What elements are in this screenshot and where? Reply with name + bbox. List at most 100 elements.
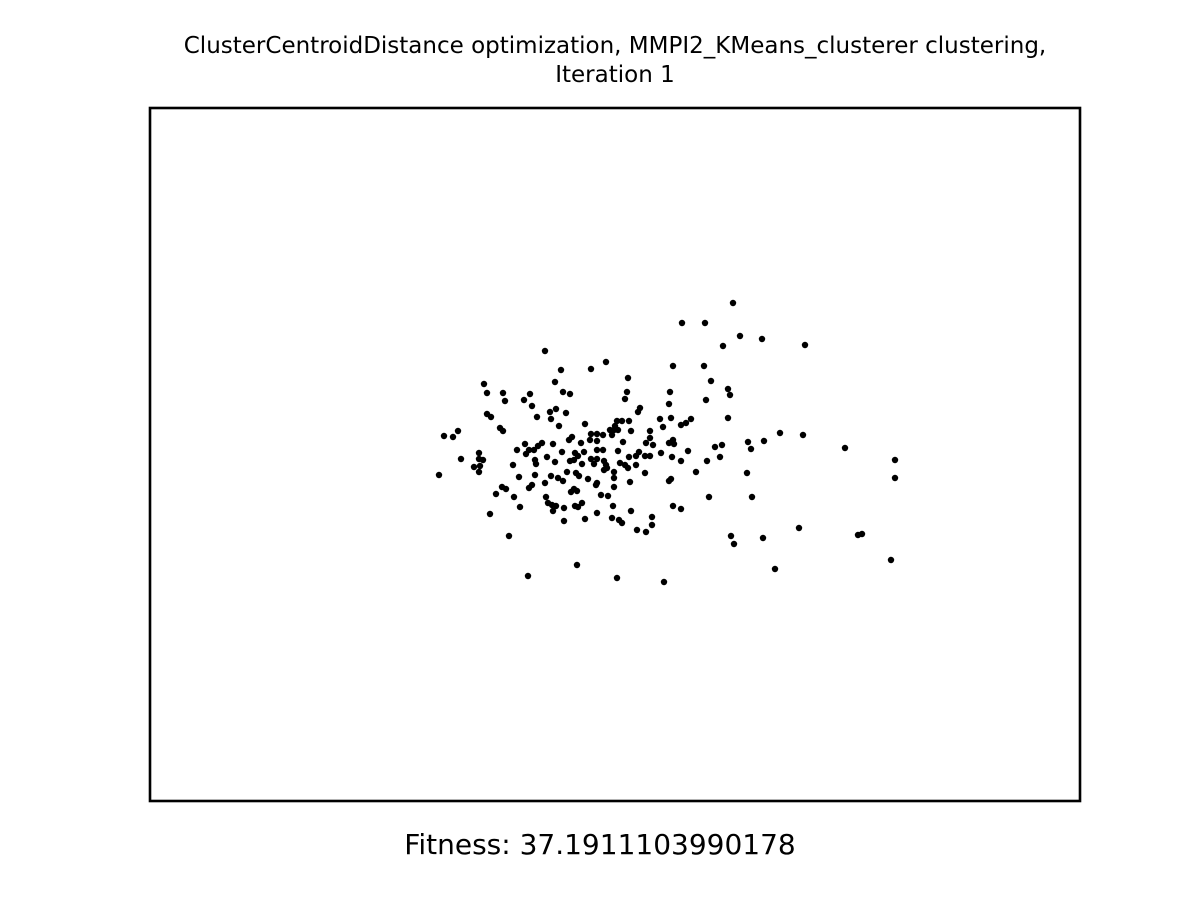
scatter-point-62: [440, 432, 448, 440]
scatter-point-83: [649, 441, 657, 449]
scatter-point-184: [574, 503, 582, 511]
scatter-point-161: [593, 479, 601, 487]
scatter-point-6: [719, 342, 727, 350]
scatter-point-125: [703, 457, 711, 465]
scatter-point-134: [616, 459, 624, 467]
scatter-point-31: [665, 400, 673, 408]
scatter-point-2: [701, 319, 709, 327]
scatter-point-28: [621, 395, 629, 403]
scatter-point-117: [479, 456, 487, 464]
scatter-point-25: [726, 391, 734, 399]
scatter-point-160: [559, 477, 567, 485]
scatter-point-204: [727, 532, 735, 540]
scatter-point-107: [543, 453, 551, 461]
scatter-point-14: [551, 378, 559, 386]
scatter-point-55: [659, 423, 667, 431]
scatter-point-76: [799, 431, 807, 439]
scatter-point-130: [532, 460, 540, 468]
scatter-point-103: [641, 452, 649, 460]
scatter-point-190: [549, 507, 557, 515]
scatter-point-92: [475, 449, 483, 457]
scatter-point-174: [597, 491, 605, 499]
scatter-point-159: [541, 479, 549, 487]
scatter-point-128: [476, 462, 484, 470]
scatter-point-129: [509, 461, 517, 469]
scatter-point-44: [687, 415, 695, 423]
scatter-point-176: [705, 493, 713, 501]
scatter-point-45: [682, 419, 690, 427]
fitness-label: Fitness: 37.1911103990178: [404, 828, 796, 861]
scatter-point-124: [677, 457, 685, 465]
scatter-point-87: [760, 437, 768, 445]
scatter-point-68: [565, 436, 573, 444]
scatter-point-126: [891, 456, 899, 464]
scatter-point-127: [470, 463, 478, 471]
scatter-point-153: [584, 475, 592, 483]
scatter-point-5: [801, 341, 809, 349]
scatter-point-136: [632, 461, 640, 469]
scatter-point-206: [759, 534, 767, 542]
scatter-point-42: [656, 415, 664, 423]
scatter-point-39: [547, 415, 555, 423]
scatter-point-29: [702, 396, 710, 404]
scatter-point-209: [573, 561, 581, 569]
scatter-point-112: [646, 452, 654, 460]
scatter-point-20: [559, 388, 567, 396]
scatter-point-154: [610, 474, 618, 482]
scatter-point-171: [510, 493, 518, 501]
scatter-point-96: [558, 448, 566, 456]
scatter-point-175: [604, 492, 612, 500]
scatter-point-131: [578, 460, 586, 468]
scatter-point-34: [487, 413, 495, 421]
scatter-point-26: [501, 397, 509, 405]
scatter-point-40: [634, 408, 642, 416]
scatter-point-119: [551, 458, 559, 466]
scatter-point-182: [560, 504, 568, 512]
scatter-point-121: [570, 456, 578, 464]
scatter-point-50: [499, 427, 507, 435]
scatter-point-196: [560, 517, 568, 525]
scatter-point-13: [624, 374, 632, 382]
scatter-point-1: [678, 319, 686, 327]
scatter-point-86: [744, 438, 752, 446]
scatter-point-66: [593, 430, 601, 438]
scatter-point-98: [580, 448, 588, 456]
scatter-point-157: [667, 475, 675, 483]
scatter-point-100: [599, 446, 607, 454]
scatter-point-108: [574, 452, 582, 460]
scatter-point-61: [646, 427, 654, 435]
scatter-point-0: [729, 299, 737, 307]
scatter-point-201: [642, 528, 650, 536]
scatter-point-82: [642, 439, 650, 447]
scatter-point-93: [513, 446, 521, 454]
scatter-point-7: [541, 347, 549, 355]
scatter-point-60: [627, 427, 635, 435]
scatter-point-163: [626, 478, 634, 486]
scatter-point-143: [624, 464, 632, 472]
scatter-point-56: [454, 427, 462, 435]
scatter-point-51: [555, 422, 563, 430]
scatter-point-165: [502, 485, 510, 493]
scatter-point-106: [522, 450, 530, 458]
scatter-point-211: [887, 556, 895, 564]
scatter-point-36: [546, 408, 554, 416]
scatter-point-200: [633, 526, 641, 534]
scatter-point-187: [627, 507, 635, 515]
scatter-point-177: [748, 493, 756, 501]
scatter-point-213: [613, 574, 621, 582]
scatter-point-104: [657, 449, 665, 457]
scatter-point-47: [618, 417, 626, 425]
scatter-point-38: [562, 409, 570, 417]
scatter-point-122: [587, 455, 595, 463]
scatter-point-145: [692, 468, 700, 476]
scatter-point-41: [724, 414, 732, 422]
scatter-point-210: [771, 565, 779, 573]
scatter-point-85: [670, 440, 678, 448]
scatter-point-151: [554, 474, 562, 482]
scatter-point-15: [707, 377, 715, 385]
scatter-point-205: [730, 540, 738, 548]
scatter-point-158: [891, 474, 899, 482]
scatter-point-152: [575, 472, 583, 480]
scatter-point-16: [480, 380, 488, 388]
